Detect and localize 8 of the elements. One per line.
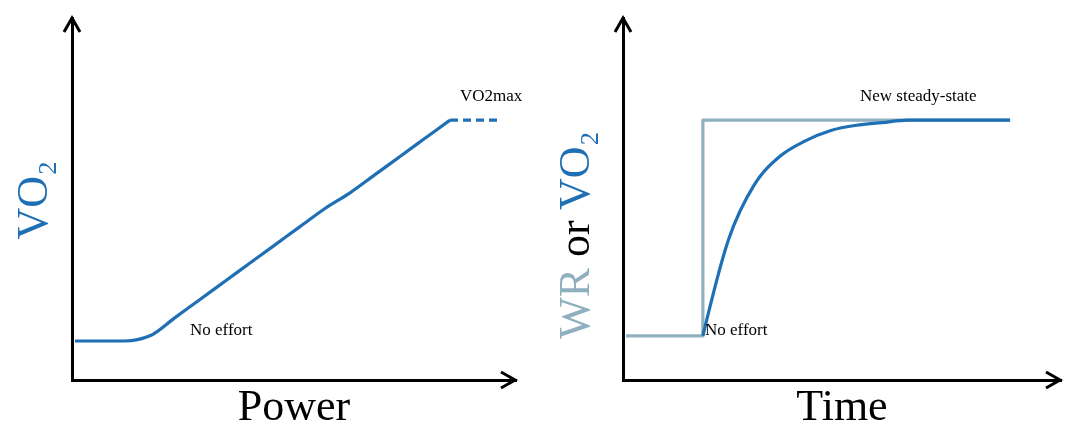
text: VO2max (460, 86, 523, 106)
x-axis-title: Power (237, 380, 351, 430)
y-axis-title: WR or VO₂ (549, 131, 599, 339)
y-axis-title: VO₂ (7, 160, 57, 240)
text: New steady-state (860, 86, 977, 106)
annotation: No effort (190, 320, 253, 340)
annotation: No effort (705, 320, 768, 340)
x-axis-title: Time (796, 380, 888, 430)
